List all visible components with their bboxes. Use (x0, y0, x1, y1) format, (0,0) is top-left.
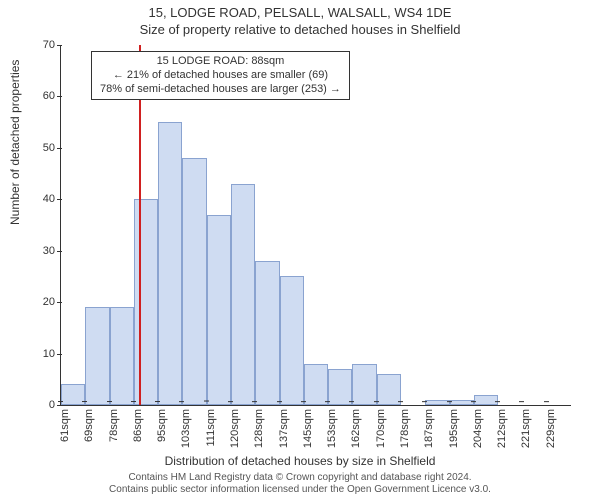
info-line-2: ← 21% of detached houses are smaller (69… (100, 69, 341, 83)
x-tick: 153sqm (326, 405, 338, 448)
y-tick: 40 (43, 193, 61, 205)
info-line-1: 15 LODGE ROAD: 88sqm (100, 55, 341, 69)
x-tick: 187sqm (423, 405, 435, 448)
x-tick: 170sqm (375, 405, 387, 448)
chart-container: 15, LODGE ROAD, PELSALL, WALSALL, WS4 1D… (0, 0, 600, 500)
histogram-bar (158, 122, 182, 405)
x-tick: 178sqm (399, 405, 411, 448)
y-tick: 20 (43, 296, 61, 308)
x-tick: 128sqm (253, 405, 265, 448)
x-tick: 95sqm (156, 405, 168, 442)
y-tick: 10 (43, 348, 61, 360)
histogram-bar (352, 364, 376, 405)
title-main: 15, LODGE ROAD, PELSALL, WALSALL, WS4 1D… (0, 5, 600, 20)
histogram-bar (231, 184, 255, 405)
histogram-bar (207, 215, 231, 405)
y-tick: 70 (43, 39, 61, 51)
histogram-bar (304, 364, 328, 405)
x-tick: 111sqm (205, 405, 217, 447)
y-tick: 50 (43, 142, 61, 154)
y-tick: 60 (43, 90, 61, 102)
x-tick: 103sqm (180, 405, 192, 448)
x-tick: 145sqm (302, 405, 314, 448)
x-tick: 69sqm (83, 405, 95, 442)
x-tick: 229sqm (545, 405, 557, 448)
x-tick: 61sqm (59, 405, 71, 442)
histogram-bar (182, 158, 206, 405)
y-tick: 30 (43, 245, 61, 257)
plot-area: 15 LODGE ROAD: 88sqm ← 21% of detached h… (60, 45, 571, 406)
x-tick: 86sqm (132, 405, 144, 442)
x-tick: 204sqm (472, 405, 484, 448)
x-axis-label: Distribution of detached houses by size … (0, 454, 600, 468)
x-tick: 221sqm (520, 405, 532, 448)
histogram-bar (474, 395, 498, 405)
histogram-bar (85, 307, 109, 405)
footer-line-1: Contains HM Land Registry data © Crown c… (0, 472, 600, 484)
x-tick: 78sqm (108, 405, 120, 442)
y-axis-label: Number of detached properties (8, 60, 22, 225)
histogram-bar (134, 199, 158, 405)
footer-line-2: Contains public sector information licen… (0, 484, 600, 496)
info-line-3: 78% of semi-detached houses are larger (… (100, 83, 341, 97)
histogram-bar (328, 369, 352, 405)
title-sub: Size of property relative to detached ho… (0, 22, 600, 37)
x-tick: 120sqm (229, 405, 241, 448)
histogram-bar (255, 261, 279, 405)
x-tick: 195sqm (448, 405, 460, 448)
histogram-bar (280, 276, 304, 405)
x-tick: 162sqm (350, 405, 362, 448)
histogram-bar (110, 307, 134, 405)
footer: Contains HM Land Registry data © Crown c… (0, 472, 600, 496)
x-tick: 137sqm (278, 405, 290, 448)
x-tick: 212sqm (496, 405, 508, 448)
info-box: 15 LODGE ROAD: 88sqm ← 21% of detached h… (91, 51, 350, 100)
